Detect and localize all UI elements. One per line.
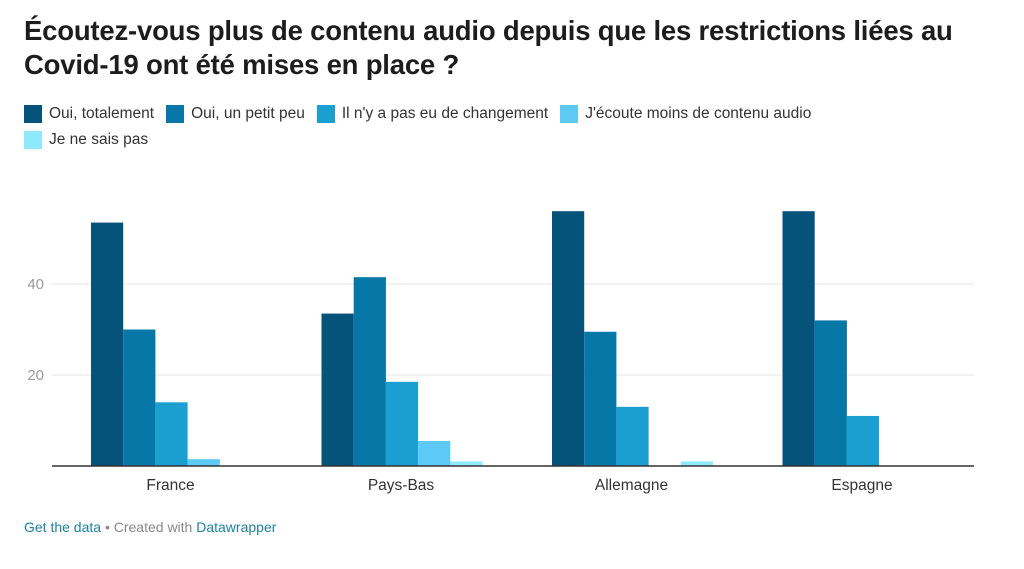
bar [616,406,649,466]
bar [584,331,617,466]
get-the-data-link[interactable]: Get the data [24,519,102,535]
legend-label: J'écoute moins de contenu audio [585,104,812,122]
footer-separator: • Created with [101,519,197,535]
y-tick-label: 40 [27,276,44,293]
legend-swatch [316,104,335,123]
legend-label: Je ne sais pas [49,130,149,148]
legend-swatch [24,104,42,123]
legend-item: J'écoute moins de contenu audio [560,104,811,123]
chart-title: Écoutez-vous plus de contenu audio depui… [24,15,953,80]
legend-item: Il n'y a pas eu de changement [316,104,549,123]
bar [552,211,585,466]
footer: Get the data • Created with Datawrapper [24,519,276,535]
bar [353,277,386,466]
legend-item: Oui, totalement [24,104,154,123]
legend-swatch [166,104,185,123]
bar [155,402,188,466]
legend-item: Oui, un petit peu [166,104,305,123]
bar [846,415,880,466]
legend-label: Oui, un petit peu [191,104,305,122]
bar [91,222,124,466]
legend: Oui, totalement Oui, un petit peu Il n'y… [24,104,984,149]
x-category-label: Allemagne [595,477,668,494]
legend-swatch [24,130,42,149]
bar [187,459,220,466]
bar [782,211,815,466]
bar [450,461,483,466]
bar [418,440,451,466]
legend-swatch [560,104,579,123]
bar [385,381,419,466]
legend-label: Oui, totalement [49,104,155,122]
legend-item: Je ne sais pas [24,130,972,149]
x-category-label: Pays-Bas [368,477,435,494]
x-category-label: France [146,477,194,494]
bar [814,320,847,466]
bar [321,313,354,466]
bar [680,461,713,466]
x-category-label: Espagne [831,477,892,494]
bar [123,329,156,466]
datawrapper-link[interactable]: Datawrapper [196,519,277,535]
legend-label: Il n'y a pas eu de changement [341,104,549,122]
y-tick-label: 20 [27,367,44,384]
